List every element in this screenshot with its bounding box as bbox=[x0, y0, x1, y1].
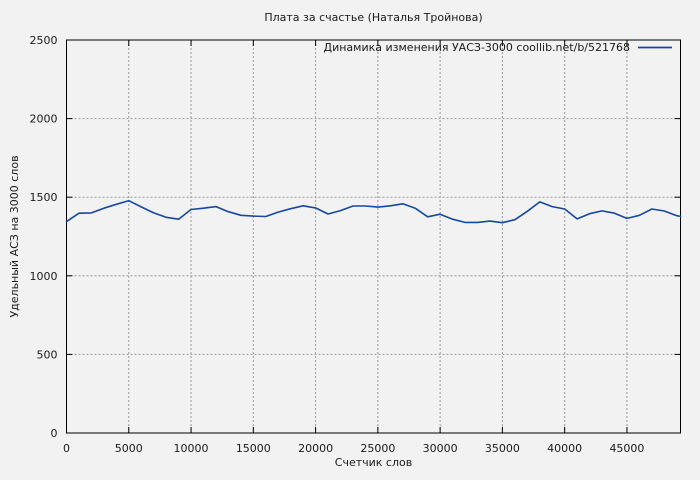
chart-title: Плата за счастье (Наталья Тройнова) bbox=[264, 11, 482, 24]
x-tick-label: 45000 bbox=[609, 442, 644, 455]
legend: Динамика изменения УАСЗ-3000 coollib.net… bbox=[324, 41, 672, 54]
y-tick-label: 1500 bbox=[30, 191, 58, 204]
series-line bbox=[65, 199, 682, 224]
x-axis-label: Счетчик слов bbox=[335, 456, 412, 469]
legend-label: Динамика изменения УАСЗ-3000 coollib.net… bbox=[324, 41, 631, 54]
gridlines bbox=[66, 40, 681, 433]
x-tick-label: 35000 bbox=[485, 442, 520, 455]
y-tick-label: 500 bbox=[37, 348, 58, 361]
axis-ticks bbox=[66, 39, 681, 434]
plot-border bbox=[66, 39, 681, 434]
axis-tick-labels: 0 5000 10000 15000 20000 25000 30000 35000 40000… bbox=[30, 34, 645, 455]
x-tick-label: 0 bbox=[63, 442, 70, 455]
x-tick-label: 20000 bbox=[298, 442, 333, 455]
x-tick-label: 5000 bbox=[115, 442, 143, 455]
x-tick-label: 10000 bbox=[174, 442, 209, 455]
x-tick-label: 40000 bbox=[547, 442, 582, 455]
x-tick-label: 25000 bbox=[360, 442, 395, 455]
y-tick-label: 2500 bbox=[30, 34, 58, 47]
y-tick-label: 0 bbox=[51, 427, 58, 440]
y-tick-label: 2000 bbox=[30, 113, 58, 126]
x-tick-label: 15000 bbox=[236, 442, 271, 455]
y-axis-label: Удельный АСЗ на 3000 слов bbox=[8, 155, 21, 317]
x-tick-label: 30000 bbox=[423, 442, 458, 455]
y-tick-label: 1000 bbox=[30, 270, 58, 283]
